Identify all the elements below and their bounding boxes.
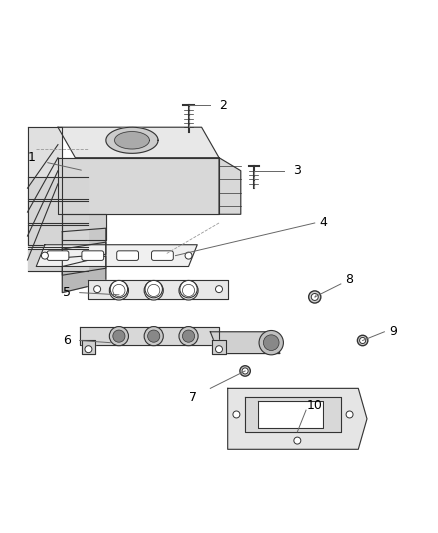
Circle shape bbox=[215, 346, 223, 353]
Circle shape bbox=[110, 280, 127, 298]
Circle shape bbox=[242, 368, 248, 374]
Circle shape bbox=[233, 411, 240, 418]
Circle shape bbox=[240, 366, 251, 376]
Polygon shape bbox=[28, 177, 88, 199]
Text: 8: 8 bbox=[346, 273, 353, 286]
Circle shape bbox=[263, 335, 279, 351]
FancyBboxPatch shape bbox=[47, 251, 69, 261]
Polygon shape bbox=[62, 242, 106, 275]
Circle shape bbox=[94, 286, 101, 293]
Polygon shape bbox=[28, 225, 88, 247]
Polygon shape bbox=[212, 341, 226, 353]
Polygon shape bbox=[245, 397, 341, 432]
Polygon shape bbox=[36, 245, 197, 266]
Circle shape bbox=[215, 286, 223, 293]
FancyBboxPatch shape bbox=[117, 251, 138, 261]
Circle shape bbox=[259, 330, 283, 355]
Polygon shape bbox=[258, 401, 323, 427]
Polygon shape bbox=[210, 332, 280, 353]
Text: 5: 5 bbox=[63, 286, 71, 299]
Circle shape bbox=[179, 281, 198, 300]
Text: 2: 2 bbox=[219, 99, 227, 112]
Polygon shape bbox=[88, 279, 228, 299]
Circle shape bbox=[179, 327, 198, 346]
Circle shape bbox=[144, 281, 163, 300]
Circle shape bbox=[42, 252, 48, 259]
Polygon shape bbox=[62, 256, 106, 293]
Circle shape bbox=[346, 411, 353, 418]
Polygon shape bbox=[228, 389, 367, 449]
Polygon shape bbox=[82, 341, 95, 353]
Circle shape bbox=[144, 327, 163, 346]
Circle shape bbox=[145, 280, 162, 298]
Circle shape bbox=[110, 281, 128, 300]
Text: 4: 4 bbox=[319, 216, 327, 230]
FancyBboxPatch shape bbox=[82, 251, 104, 261]
FancyBboxPatch shape bbox=[152, 251, 173, 261]
Text: 1: 1 bbox=[28, 151, 36, 164]
Circle shape bbox=[360, 337, 366, 344]
Polygon shape bbox=[62, 228, 106, 258]
Text: 9: 9 bbox=[389, 325, 397, 338]
Circle shape bbox=[185, 252, 192, 259]
Polygon shape bbox=[62, 214, 106, 240]
Circle shape bbox=[309, 291, 321, 303]
Circle shape bbox=[180, 280, 197, 298]
Text: 3: 3 bbox=[293, 164, 301, 177]
Polygon shape bbox=[58, 127, 219, 158]
Text: 6: 6 bbox=[63, 334, 71, 347]
Polygon shape bbox=[58, 158, 219, 214]
Circle shape bbox=[311, 294, 318, 301]
Polygon shape bbox=[115, 132, 149, 149]
Circle shape bbox=[85, 346, 92, 353]
Text: 10: 10 bbox=[307, 399, 323, 412]
Polygon shape bbox=[28, 249, 88, 271]
Circle shape bbox=[183, 330, 194, 342]
Polygon shape bbox=[219, 158, 241, 214]
Circle shape bbox=[357, 335, 368, 346]
Circle shape bbox=[183, 284, 194, 296]
Polygon shape bbox=[28, 201, 88, 223]
Polygon shape bbox=[80, 327, 219, 345]
Circle shape bbox=[294, 437, 301, 444]
Polygon shape bbox=[28, 127, 62, 245]
Circle shape bbox=[148, 284, 160, 296]
Circle shape bbox=[113, 330, 125, 342]
Circle shape bbox=[110, 327, 128, 346]
Polygon shape bbox=[106, 127, 158, 154]
Text: 7: 7 bbox=[189, 391, 197, 403]
Circle shape bbox=[113, 284, 125, 296]
Circle shape bbox=[148, 330, 160, 342]
